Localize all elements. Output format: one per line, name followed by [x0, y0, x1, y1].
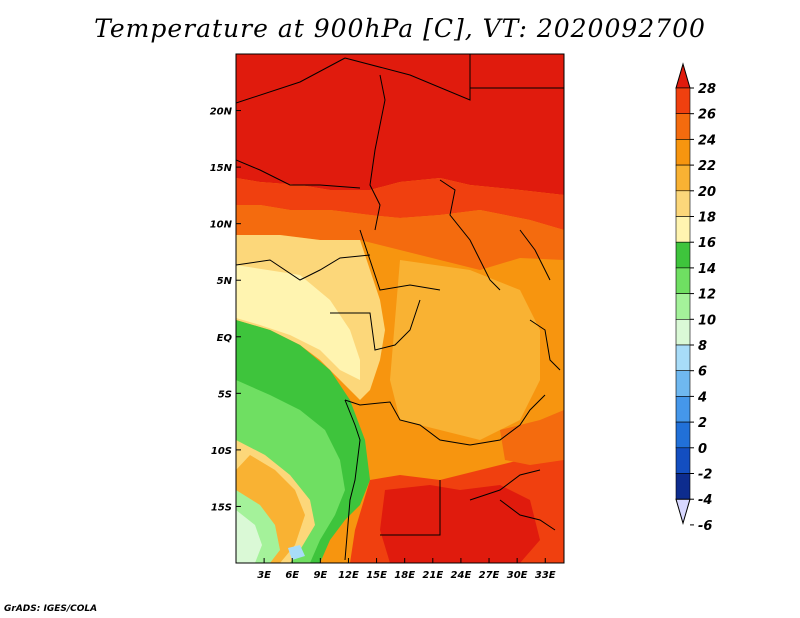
colorbar-label: -6: [698, 519, 712, 534]
lon-tick-label: 6E: [285, 570, 299, 581]
colorbar-label: 22: [698, 159, 716, 174]
lon-tick-label: 30E: [507, 570, 528, 581]
colorbar-segment: [675, 344, 691, 372]
colorbar-label: 18: [698, 211, 716, 226]
colorbar-label: -4: [698, 493, 712, 508]
colorbar-label: 28: [698, 82, 716, 97]
longitude-axis: 3E 6E 9E 12E 15E 18E 21E 24E 27E 30E 33E: [257, 558, 556, 581]
colorbar-label: 20: [698, 185, 716, 200]
colorbar-segment: [675, 293, 691, 320]
colorbar-segment: [675, 318, 691, 346]
lat-tick-label: 15N: [210, 163, 233, 174]
colorbar-label: 4: [697, 390, 707, 405]
grads-credit: GrADS: IGES/COLA: [4, 604, 98, 614]
country-borders: [236, 54, 564, 561]
map-title: Temperature at 900hPa [C], VT: 202009270…: [94, 14, 706, 43]
lon-tick-label: 12E: [338, 570, 359, 581]
lon-tick-label: 33E: [535, 570, 556, 581]
colorbar-segment: [675, 421, 691, 449]
colorbar-segment: [675, 139, 691, 166]
colorbar-label: 26: [698, 108, 716, 123]
lat-tick-label: EQ: [217, 333, 233, 344]
colorbar-label: 16: [698, 236, 716, 251]
latitude-axis: 20N 15N 10N 5N EQ 5S 10S 15S: [210, 107, 241, 513]
lat-tick-label: 5S: [218, 389, 232, 400]
colorbar-label: 12: [698, 288, 716, 303]
colorbar-label: 24: [698, 133, 716, 148]
lon-tick-label: 9E: [313, 570, 327, 581]
colorbar-segment: [675, 87, 691, 115]
colorbar-segment: [675, 164, 691, 192]
lat-tick-label: 20N: [210, 107, 233, 118]
lon-tick-label: 27E: [479, 570, 500, 581]
temperature-field: [236, 54, 564, 563]
colorbar-segment: [675, 473, 691, 500]
lon-tick-label: 18E: [394, 570, 415, 581]
plot-frame: [235, 53, 565, 564]
colorbar-label: 8: [698, 339, 707, 354]
colorbar-bottom-arrow: [675, 498, 691, 525]
lat-tick-label: 15S: [211, 502, 232, 513]
colorbar-segment: [675, 447, 691, 474]
lon-tick-label: 24E: [451, 570, 472, 581]
lat-tick-label: 5N: [217, 276, 233, 287]
colorbar-label: 10: [698, 313, 716, 328]
colorbar-label: 2: [698, 416, 707, 431]
colorbar-segment: [675, 267, 691, 294]
colorbar-segment: [675, 190, 691, 217]
lon-tick-label: 15E: [366, 570, 387, 581]
lon-tick-label: 3E: [257, 570, 271, 581]
colorbar-label: 14: [698, 262, 716, 277]
colorbar-top-arrow: [675, 62, 691, 89]
lat-tick-label: 10S: [211, 446, 232, 457]
colorbar-segment: [675, 216, 691, 243]
lat-tick-label: 10N: [210, 220, 233, 231]
colorbar-segment: [675, 241, 691, 269]
colorbar-segment: [675, 113, 691, 140]
colorbar-label: 0: [698, 442, 707, 457]
colorbar-label: 6: [698, 365, 707, 380]
colorbar-label: -2: [698, 468, 712, 483]
colorbar-segment: [675, 370, 691, 397]
lon-tick-label: 21E: [422, 570, 443, 581]
colorbar-segment: [675, 396, 691, 423]
